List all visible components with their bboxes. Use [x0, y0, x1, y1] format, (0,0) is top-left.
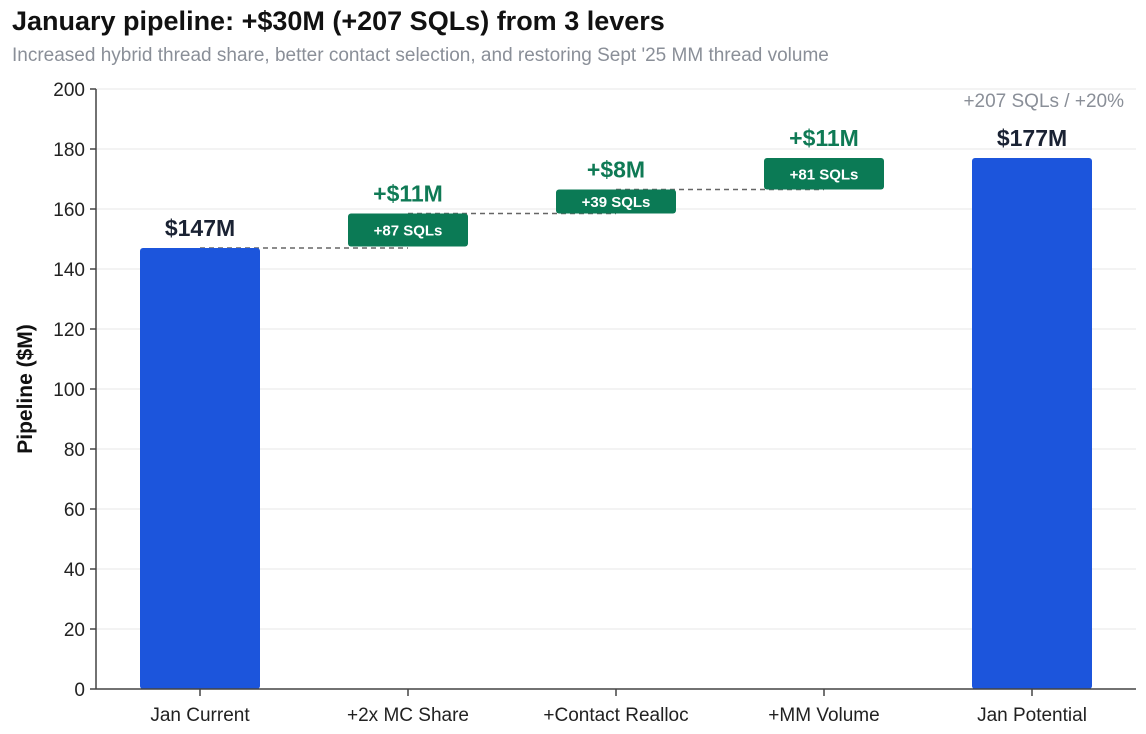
delta-bar	[348, 213, 468, 247]
delta-value-label: +$8M	[587, 157, 645, 183]
chart-subtitle: Increased hybrid thread share, better co…	[12, 45, 829, 66]
total-bar	[140, 248, 260, 689]
total-value-label: $147M	[165, 215, 235, 241]
y-tick-label: 140	[53, 260, 85, 281]
sql-count-label: +81 SQLs	[790, 166, 859, 183]
y-tick-label: 0	[74, 680, 85, 701]
y-tick-label: 100	[53, 380, 85, 401]
x-tick-label: Jan Potential	[977, 705, 1087, 726]
delta-value-label: +$11M	[373, 181, 443, 207]
x-tick-label: +Contact Realloc	[543, 705, 688, 726]
delta-value-label: +$11M	[789, 125, 859, 151]
y-tick-label: 80	[64, 440, 85, 461]
y-tick-label: 200	[53, 80, 85, 101]
delta-bar	[764, 158, 884, 190]
y-tick-label: 180	[53, 140, 85, 161]
data-labels: $147M +$11M +87 SQLs +$8M +39 SQLs +$11M +81 S…	[165, 125, 1067, 241]
delta-bar	[556, 189, 676, 214]
bars	[140, 158, 1092, 689]
y-tick-label: 60	[64, 500, 85, 521]
y-tick-label: 120	[53, 320, 85, 341]
axes: 0 20 40 60 80 100 120 140 160 180 200 Jan Current +2…	[53, 80, 1136, 726]
y-axis-label: Pipeline ($M)	[14, 324, 37, 454]
y-tick-label: 160	[53, 200, 85, 221]
y-tick-label: 20	[64, 620, 85, 641]
chart-title: January pipeline: +$30M (+207 SQLs) from…	[12, 6, 665, 36]
grid-lines	[96, 88, 1136, 630]
total-value-label: $177M	[997, 125, 1067, 151]
summary-annotation: +207 SQLs / +20%	[963, 91, 1124, 112]
total-bar	[972, 158, 1092, 689]
sql-count-label: +87 SQLs	[374, 223, 443, 240]
x-tick-label: +2x MC Share	[347, 705, 469, 726]
x-tick-label: +MM Volume	[768, 705, 879, 726]
x-tick-label: Jan Current	[150, 705, 250, 726]
y-tick-label: 40	[64, 560, 85, 581]
sql-count-label: +39 SQLs	[582, 194, 651, 211]
connector-lines	[200, 188, 824, 249]
